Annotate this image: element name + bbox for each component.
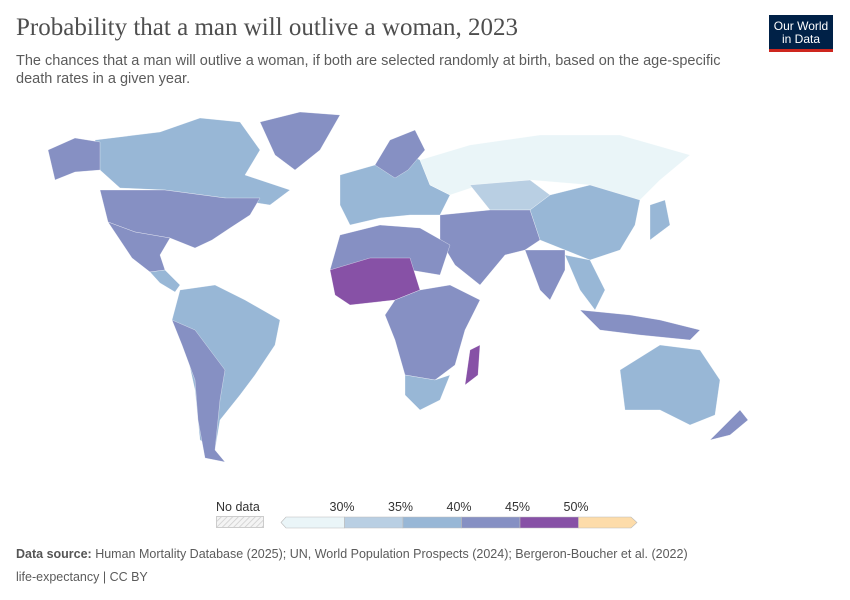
legend-tick: 35%: [388, 500, 414, 514]
region-madagascar[interactable]: [464, 344, 481, 386]
footer-slug[interactable]: life-expectancy | CC BY: [16, 570, 148, 584]
region-russia[interactable]: [419, 134, 691, 201]
region-southern-africa[interactable]: [404, 374, 451, 411]
legend-bin-0[interactable]: [280, 516, 345, 529]
region-india[interactable]: [524, 249, 566, 301]
region-andes[interactable]: [171, 319, 226, 463]
legend-bin-4[interactable]: [519, 516, 579, 529]
logo-line1: Our World: [773, 19, 829, 33]
region-china[interactable]: [529, 184, 641, 261]
legend-tick: 50%: [563, 500, 589, 514]
legend-tick: 40%: [446, 500, 472, 514]
region-canada[interactable]: [94, 117, 291, 206]
region-south-america[interactable]: [171, 284, 281, 451]
region-southeast-asia[interactable]: [564, 254, 606, 311]
chart-subtitle: The chances that a man will outlive a wo…: [16, 53, 721, 87]
owid-logo[interactable]: Our World in Data: [769, 15, 833, 52]
legend-color-bar: [280, 516, 638, 529]
region-mexico[interactable]: [107, 221, 171, 273]
region-greenland[interactable]: [259, 111, 341, 171]
region-central-america[interactable]: [149, 269, 181, 293]
source-text: Human Mortality Database (2025); UN, Wor…: [91, 547, 688, 561]
world-map: [47, 111, 749, 463]
legend-bin-1[interactable]: [344, 516, 404, 529]
region-australia[interactable]: [619, 344, 721, 426]
data-source: Data source: Human Mortality Database (2…: [16, 547, 688, 561]
legend-bin-5[interactable]: [578, 516, 638, 529]
legend-tick: 30%: [329, 500, 355, 514]
region-japan[interactable]: [649, 199, 671, 241]
region-indonesia[interactable]: [579, 309, 701, 341]
legend-bin-3[interactable]: [461, 516, 521, 529]
legend-no-data-swatch: [216, 516, 264, 528]
legend-tick: 45%: [505, 500, 531, 514]
chart-title: Probability that a man will outlive a wo…: [16, 14, 519, 41]
source-label: Data source:: [16, 547, 92, 561]
region-scandinavia[interactable]: [374, 129, 426, 179]
region-middle-east[interactable]: [439, 209, 541, 286]
region-alaska[interactable]: [47, 137, 101, 181]
region-new-zealand[interactable]: [709, 409, 749, 441]
logo-line2: in Data: [781, 32, 821, 46]
legend-bin-2[interactable]: [402, 516, 462, 529]
legend-no-data-label: No data: [216, 500, 260, 514]
region-central-africa[interactable]: [384, 284, 481, 381]
